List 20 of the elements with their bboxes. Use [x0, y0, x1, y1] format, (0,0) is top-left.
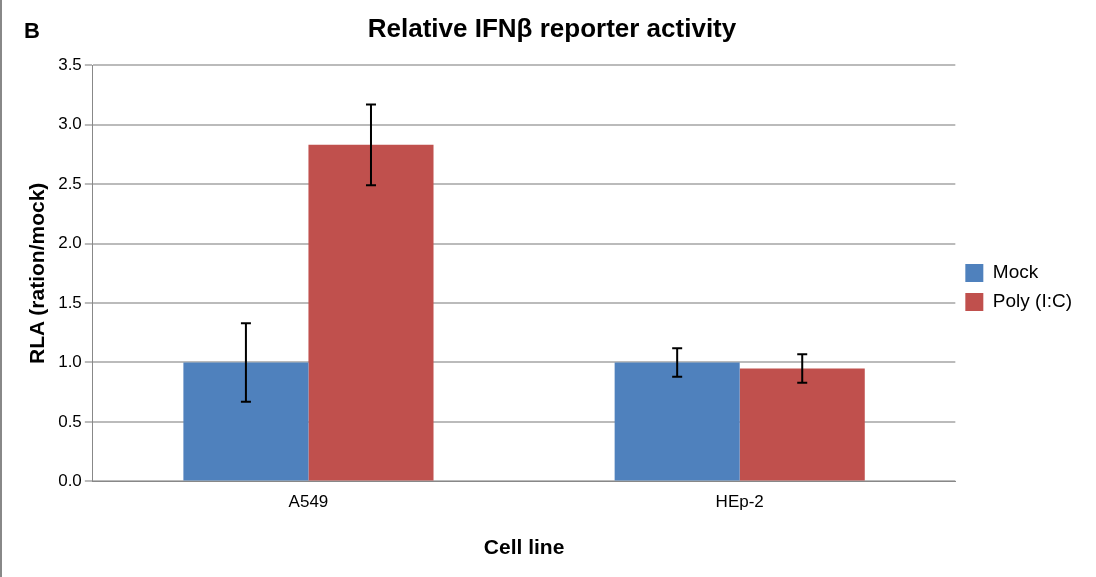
bar [183, 362, 309, 481]
y-tick-label: 1.5 [58, 292, 82, 312]
y-axis-title: RLA (ration/mock) [25, 182, 49, 364]
bar [308, 144, 434, 481]
y-tick-label: 0.5 [58, 411, 82, 431]
y-tick-label: 2.5 [58, 173, 82, 193]
y-tick-label: 1.0 [58, 352, 82, 372]
text: B [24, 18, 40, 44]
y-tick-label: 3.0 [58, 114, 82, 134]
legend-label: Mock [992, 261, 1039, 283]
bar [614, 362, 740, 481]
chart-title: Relative IFNβ reporter activity [367, 12, 737, 43]
x-tick-label: HEp-2 [715, 492, 764, 512]
x-axis-title: Cell line [483, 535, 565, 559]
y-tick-label: 0.0 [58, 471, 82, 491]
bar [739, 368, 865, 481]
legend-label: Poly (I:C) [992, 290, 1073, 312]
x-tick-label: A549 [288, 492, 329, 512]
y-tick-label: 3.5 [58, 54, 82, 74]
y-tick-label: 2.0 [58, 233, 82, 253]
